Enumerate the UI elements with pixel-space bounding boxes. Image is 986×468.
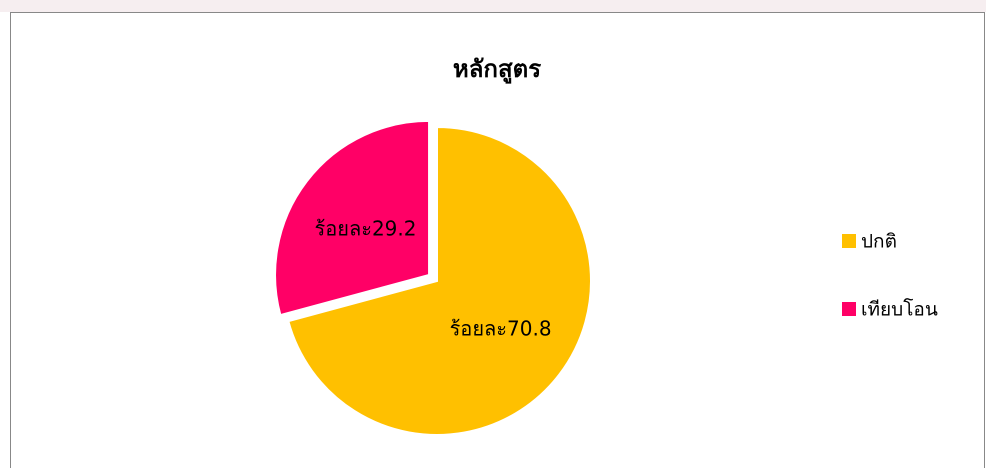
- legend-label: เทียบโอน: [861, 298, 938, 321]
- legend-swatch: [842, 302, 856, 316]
- pie-slice: [287, 125, 592, 436]
- data-label: ร้อยละ29.2: [314, 217, 416, 241]
- data-label: ร้อยละ70.8: [450, 316, 552, 340]
- pie-slice: [274, 119, 431, 317]
- legend-label: ปกติ: [861, 231, 897, 253]
- header-strip: [0, 0, 986, 12]
- legend-swatch: [842, 234, 856, 248]
- chart-title: หลักสูตร: [453, 55, 541, 84]
